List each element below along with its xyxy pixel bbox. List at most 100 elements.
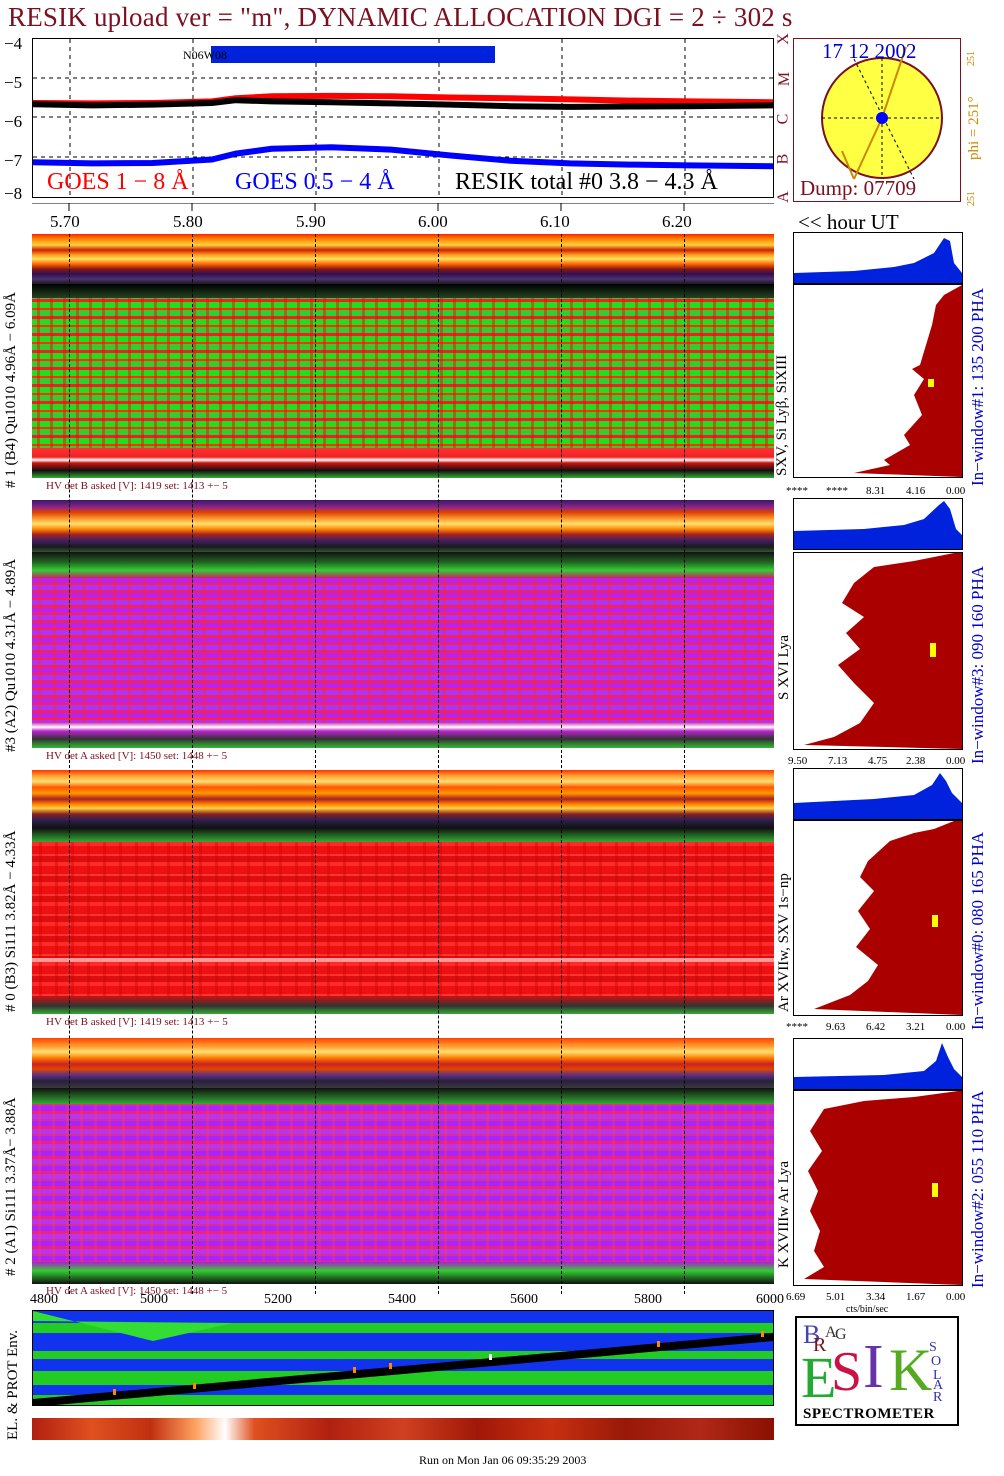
panel2-hist-tick-5: 0.00 <box>946 755 966 767</box>
panel1-hv-label: HV det B asked [V]: 1419 set: 1413 +− 5 <box>46 480 228 492</box>
page-title: RESIK upload ver = "m", DYNAMIC ALLOCATI… <box>8 2 793 32</box>
panel2-hist-tick-3: 4.75 <box>868 755 888 767</box>
panel4-lines-label: K XVIIIw Ar Lya <box>776 1160 792 1268</box>
logo-letter-r2: E <box>801 1345 837 1410</box>
panel1-pha-hist <box>793 232 963 284</box>
goes-class-m: M <box>776 71 794 87</box>
panel1-side-label: # 1 (B4) Qu1010 4.96Å − 6.09Å <box>3 292 19 488</box>
goes-class-b: B <box>774 153 792 165</box>
env-side-label: EL. & PROT Env. <box>5 1329 21 1440</box>
goes-lines <box>33 92 773 170</box>
panel2-side-label: #3 (A2) Qu1010 4.31Å − 4.89Å <box>3 558 19 752</box>
time-label-1: 5.70 <box>50 212 80 231</box>
panel4-hist-tick-3: 3.34 <box>866 1291 886 1303</box>
panel4-hist-tick-5: 0.00 <box>946 1291 966 1303</box>
env-xtick-7: 6000 <box>756 1292 784 1307</box>
panel2-window-label: In−window#3: 090 160 PHA <box>968 565 987 764</box>
time-axis-ticks <box>32 203 774 211</box>
sun-disk-plot <box>821 46 943 180</box>
panel4-hv-label: HV det A asked [V]: 1450 set: 1448 +− 5 <box>46 1285 228 1297</box>
sun-date: 17 12 2002 <box>822 39 917 63</box>
panel3-side-label: # 0 (B3) Si111 3.82Å − 4.33Å <box>3 830 19 1012</box>
goes-series-3 <box>33 97 773 110</box>
time-label-5: 6.10 <box>540 212 570 231</box>
panel2-hist-tick-2: 7.13 <box>828 755 848 767</box>
panel1-count-hist <box>793 284 963 478</box>
panel2-hist-tick-1: 9.50 <box>788 755 808 767</box>
panel4-spectrogram-main <box>32 1088 774 1284</box>
panel4-hist-tick-1: 6.69 <box>786 1291 806 1303</box>
panel2-band-bottom <box>32 722 774 748</box>
panel2-pha-hist-plot <box>794 501 962 549</box>
panel2-band-top <box>32 552 774 578</box>
panel3-hist-tick-5: 0.00 <box>946 1021 966 1033</box>
panel1-count-hist-plot <box>854 285 962 477</box>
panel4-count-hist-plot <box>804 1091 962 1285</box>
logo-letter-g: G <box>835 1326 847 1343</box>
panel1-hist-tick-2: **** <box>826 485 848 497</box>
env-color-strip <box>32 1418 774 1440</box>
panel3-pha-hist-plot <box>794 773 962 819</box>
panel4-hist-tick-4: 1.67 <box>906 1291 926 1303</box>
panel3-count-hist-plot <box>814 821 962 1015</box>
panel3-spectrogram-main <box>32 828 774 1014</box>
goes-class-c: C <box>774 113 792 125</box>
logo-letter-l: L <box>933 1368 942 1383</box>
goes-plot-frame: N06W08 GOES 1 − 8 Å GOES 0.5 − 4 Å RESIK… <box>32 38 774 198</box>
legend-resik-total: RESIK total #0 3.8 − 4.3 Å <box>455 169 718 195</box>
panel1-spectrogram-top <box>32 234 774 284</box>
panel2-lines-label: S XVI Lya <box>776 635 792 700</box>
goes-ytick-3: −6 <box>4 112 23 131</box>
panel3-band-line <box>32 958 774 962</box>
panel3-hist-tick-4: 3.21 <box>906 1021 926 1033</box>
goes-class-x: X <box>774 33 792 45</box>
sun-direction-line <box>853 117 883 180</box>
sun-phi-small-bottom: 251 <box>966 191 977 206</box>
panel1-hist-tick-4: 4.16 <box>906 485 926 497</box>
panel4-window-label: In−window#2: 055 110 PHA <box>968 1090 987 1288</box>
logo-letter-s: I <box>863 1333 884 1401</box>
goes-ytick-1: −4 <box>4 34 23 53</box>
panel1-hist-tick-1: **** <box>786 485 808 497</box>
time-label-2: 5.80 <box>173 212 203 231</box>
panel3-band-bottom <box>32 996 774 1014</box>
env-xtick-6: 5800 <box>634 1292 662 1307</box>
sun-phi-small-top: 251 <box>966 51 977 66</box>
panel2-hv-label: HV det A asked [V]: 1450 set: 1448 +− 5 <box>46 750 228 762</box>
panel2-pha-hist <box>793 498 963 550</box>
panel1-hist-tick-3: 8.31 <box>866 485 886 497</box>
panel1-lines-label: SXV, Si Lyβ, SiXIII <box>774 354 790 476</box>
panel2-spectrogram-main <box>32 552 774 748</box>
time-unit-label: << hour UT <box>798 210 899 234</box>
sun-phi-label: phi = 251° <box>966 96 982 160</box>
env-xtick-2: 5000 <box>140 1292 168 1307</box>
panel1-hist-tick-5: 0.00 <box>946 485 966 497</box>
time-label-6: 6.20 <box>662 212 692 231</box>
panel2-count-hist <box>793 552 963 750</box>
panel2-count-hist-plot <box>804 553 962 749</box>
goes-bar-label: N06W08 <box>183 48 227 62</box>
panel4-pha-hist-plot <box>794 1043 962 1089</box>
goes-class-a: A <box>774 191 792 203</box>
panel1-window-label: In−window#1: 135 200 PHA <box>968 287 987 486</box>
panel3-spectrogram-top <box>32 770 774 828</box>
hist-unit-label: cts/bin/sec <box>846 1304 889 1315</box>
logo-letter-r3: R <box>933 1390 943 1405</box>
logo-letter-s2: S <box>929 1340 937 1355</box>
panel1-band-bottom <box>32 448 774 478</box>
panel4-band-top <box>32 1088 774 1104</box>
panel3-band-top <box>32 828 774 842</box>
panel3-hist-tick-2: 9.63 <box>826 1021 846 1033</box>
env-xtick-5: 5600 <box>510 1292 538 1307</box>
panel3-pha-hist <box>793 768 963 820</box>
goes-plot <box>33 39 773 197</box>
goes-position-bar <box>211 46 495 63</box>
goes-ytick-2: −5 <box>4 73 23 92</box>
legend-goes-long: GOES 1 − 8 Å <box>47 169 189 195</box>
env-xtick-1: 4800 <box>30 1292 58 1307</box>
bragg-resik-logo: B R A G E S I K S O L A R SPECTROMETER <box>795 1316 959 1426</box>
panel4-pha-hist <box>793 1038 963 1090</box>
logo-letter-k: K <box>889 1337 933 1403</box>
panel3-hist-tick-1: **** <box>786 1021 808 1033</box>
panel4-spectrogram-top <box>32 1038 774 1088</box>
